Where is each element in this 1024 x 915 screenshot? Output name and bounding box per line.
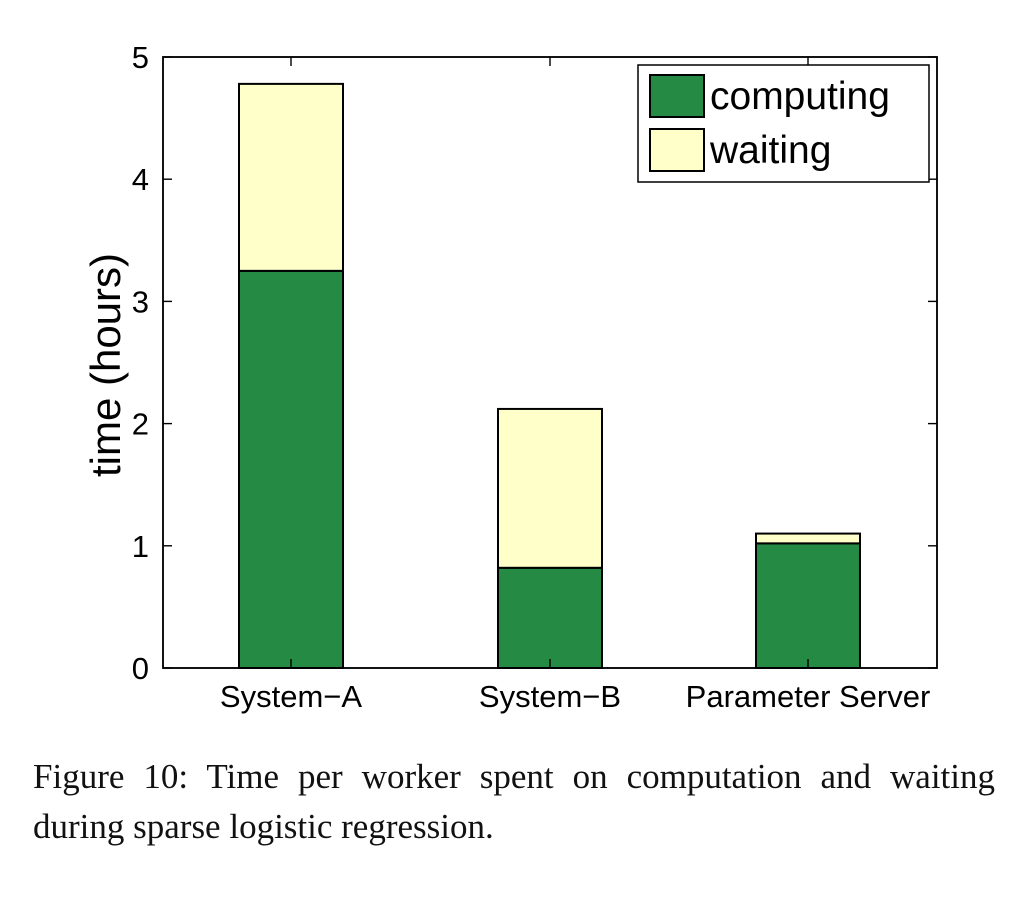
legend-label-waiting: waiting <box>709 129 831 172</box>
y-tick-label: 1 <box>132 529 149 564</box>
figure-caption: Figure 10: Time per worker spent on comp… <box>33 757 995 846</box>
bar-waiting-0 <box>238 82 344 272</box>
legend-swatch-waiting <box>649 128 705 172</box>
y-tick-label: 5 <box>132 40 149 75</box>
bar-computing-2 <box>755 542 861 670</box>
legend-swatch-computing <box>649 74 705 118</box>
y-tick-label: 2 <box>132 407 149 442</box>
x-tick-label: Parameter Server <box>686 679 931 714</box>
bar-waiting-1 <box>497 407 603 569</box>
y-tick-label: 0 <box>132 651 149 686</box>
stacked-bar-chart: 0 1 2 3 4 5 time (hours) System−A System−B Parame… <box>82 40 938 714</box>
y-tick-label: 4 <box>132 162 149 197</box>
y-axis-label: time (hours) <box>82 253 129 477</box>
x-tick-label: System−B <box>479 679 621 714</box>
legend-label-computing: computing <box>710 75 890 118</box>
x-tick-label: System−A <box>220 679 362 714</box>
bar-computing-0 <box>238 269 344 669</box>
bar-computing-1 <box>497 566 603 670</box>
y-tick-label: 3 <box>132 284 149 319</box>
bar-waiting-2 <box>755 532 861 545</box>
plot-frame-top <box>162 56 938 669</box>
